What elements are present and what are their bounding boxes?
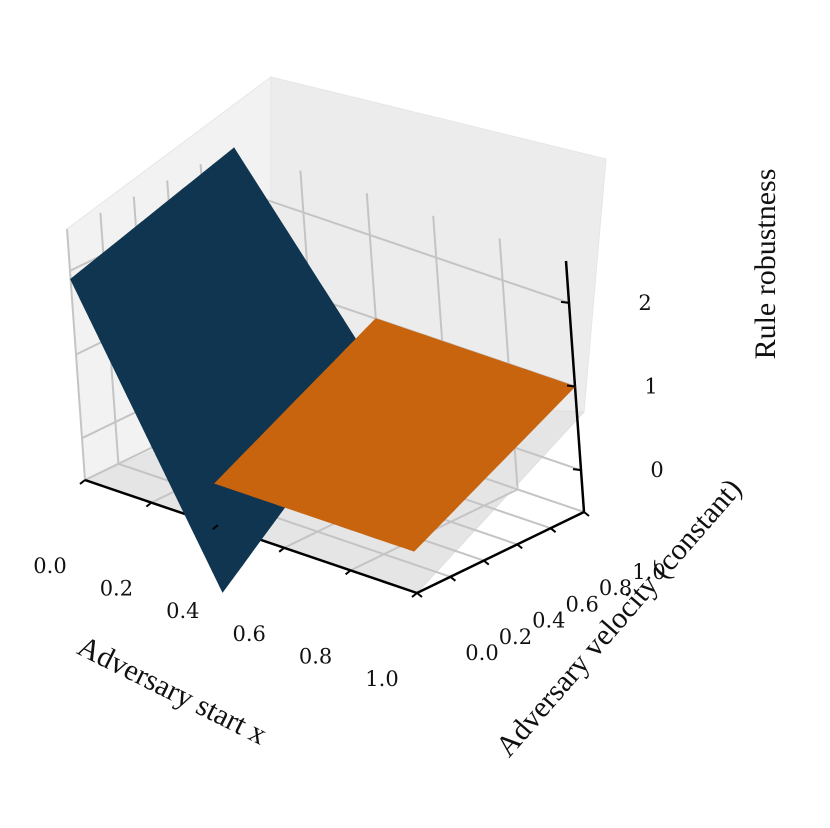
y-tick xyxy=(516,543,523,550)
x-tick-label: 0.6 xyxy=(232,622,265,646)
x-tick-label: 0.2 xyxy=(100,577,133,601)
y-tick-label: 0.0 xyxy=(465,641,498,665)
z-tick-label: 1 xyxy=(644,375,657,399)
back-gridline-z xyxy=(236,188,570,304)
surface-1-facet xyxy=(212,558,233,593)
y-tick-label: 1.0 xyxy=(632,560,665,584)
y-tick xyxy=(483,559,490,566)
x-tick xyxy=(344,569,352,576)
x-tick xyxy=(278,547,285,553)
surface-2 xyxy=(214,318,576,552)
surfaces xyxy=(70,147,576,593)
y-tick-label: 0.6 xyxy=(565,592,598,616)
x-tick xyxy=(212,524,219,530)
z-tick xyxy=(566,384,576,388)
y-tick xyxy=(549,527,557,533)
x-tick xyxy=(79,479,86,485)
y-tick-label: 0.4 xyxy=(532,609,565,633)
z-tick-label: 0 xyxy=(650,458,663,482)
y-axis-line xyxy=(416,510,585,595)
z-axis-label: Rule robustness xyxy=(749,169,782,360)
x-tick xyxy=(145,501,153,508)
surface-2-facet xyxy=(400,536,425,552)
y-tick-label: 0.8 xyxy=(599,576,632,600)
z-tick xyxy=(560,300,570,304)
y-tick xyxy=(416,592,423,598)
z-tick xyxy=(572,468,582,472)
x-tick-label: 0.4 xyxy=(166,599,199,623)
y-axis-label: Adversary velocity (constant) xyxy=(489,472,748,763)
tick-marks xyxy=(79,300,590,598)
y-tick xyxy=(449,576,457,582)
y-tick-label: 0.2 xyxy=(499,625,532,649)
x-tick-label: 0.8 xyxy=(299,644,332,668)
x-axis-label: Adversary start x xyxy=(72,630,272,752)
z-tick-label: 2 xyxy=(638,291,651,315)
y-tick xyxy=(583,511,590,517)
x-tick xyxy=(411,592,418,598)
x-tick-label: 1.0 xyxy=(365,667,398,691)
x-tick-label: 0.0 xyxy=(33,554,66,578)
